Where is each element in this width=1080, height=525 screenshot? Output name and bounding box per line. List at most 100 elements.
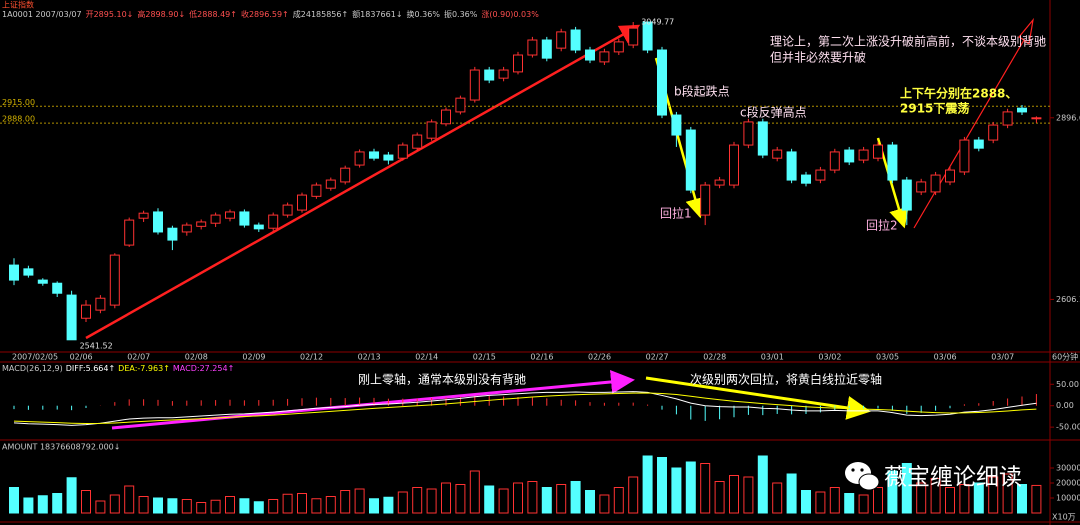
candle-body bbox=[297, 194, 307, 211]
reference-label: 2915.00 bbox=[2, 98, 35, 107]
y-tick-label: 50.00 bbox=[1056, 380, 1079, 389]
candle-body bbox=[829, 151, 840, 171]
x-tick-label: 02/15 bbox=[473, 353, 496, 362]
volume-bar bbox=[498, 488, 509, 514]
macd-legend-item: DIFF:5.664↑ bbox=[66, 364, 115, 373]
volume-bar bbox=[455, 484, 466, 514]
candle-body bbox=[815, 169, 826, 181]
volume-bar bbox=[556, 484, 567, 514]
volume-bar bbox=[426, 488, 437, 514]
volume-bar bbox=[9, 487, 19, 514]
volume-bar bbox=[397, 491, 408, 514]
candle-body bbox=[153, 211, 163, 233]
volume-bar bbox=[801, 490, 811, 514]
info-item: 开2895.10↓ bbox=[86, 10, 134, 19]
info-text: 1A0001 2007/03/07 开2895.10↓ 高2898.90↓ 低2888… bbox=[2, 9, 539, 19]
volume-bar bbox=[945, 487, 955, 514]
candle-body bbox=[556, 31, 567, 49]
info-item: 高2898.90↓ bbox=[137, 9, 185, 19]
candle-body bbox=[642, 21, 653, 51]
candle-body bbox=[441, 109, 451, 125]
volume-bar bbox=[772, 482, 783, 514]
annotation: c段反弹高点 bbox=[740, 105, 807, 120]
volume-bar bbox=[484, 485, 495, 514]
x-tick-label: 02/06 bbox=[70, 353, 93, 362]
info-item: 低2888.49↑ bbox=[189, 9, 237, 19]
candle-body bbox=[239, 211, 250, 226]
volume-bar bbox=[527, 481, 538, 514]
volume-bar bbox=[138, 496, 149, 514]
volume-bar bbox=[325, 496, 336, 514]
candle-body bbox=[484, 69, 495, 81]
volume-bar bbox=[628, 476, 639, 514]
x-tick-label: 03/02 bbox=[818, 353, 841, 362]
x-tick-label: 02/09 bbox=[242, 353, 265, 362]
x-tick-label: 02/13 bbox=[358, 353, 381, 362]
candle-body bbox=[196, 221, 207, 227]
candle-body bbox=[585, 49, 595, 61]
macd-legend-item: MACD(26,12,9) bbox=[2, 364, 63, 373]
candle-body bbox=[181, 224, 192, 233]
x-tick-label: 02/16 bbox=[530, 353, 553, 362]
volume-bar bbox=[340, 490, 351, 514]
candle-body bbox=[498, 69, 509, 79]
period-label: 60分钟 bbox=[1052, 352, 1078, 362]
x-tick-label: 03/07 bbox=[991, 353, 1014, 362]
candle-body bbox=[81, 304, 91, 319]
candle-body bbox=[513, 54, 523, 73]
candle-body bbox=[325, 179, 336, 189]
x-tick-label: 02/26 bbox=[588, 353, 611, 362]
candle-body bbox=[988, 124, 999, 141]
candle-body bbox=[743, 121, 754, 146]
volume-bar bbox=[210, 499, 221, 514]
volume-bar bbox=[916, 482, 927, 514]
info-item: 额1837661↓ bbox=[352, 9, 402, 19]
annotation: 理论上，第二次上涨没升破前高前，不谈本级别背驰 bbox=[770, 34, 1046, 49]
volume-bar bbox=[181, 499, 192, 514]
volume-bar bbox=[959, 484, 970, 514]
volume-bar bbox=[671, 467, 682, 514]
volume-bar bbox=[469, 470, 480, 514]
volume-bar bbox=[570, 481, 581, 514]
macd-line bbox=[13, 392, 1037, 424]
x-tick-label: 02/08 bbox=[185, 353, 208, 362]
annotation: 2915下震荡 bbox=[900, 101, 969, 116]
volume-bar bbox=[743, 476, 754, 514]
annotation: 上下午分别在2888、 bbox=[900, 86, 1017, 101]
info-item: 收2896.59↑ bbox=[241, 9, 289, 19]
candle-body bbox=[282, 204, 293, 216]
candle-body bbox=[1002, 111, 1013, 126]
candle-body bbox=[340, 167, 351, 183]
candle-body bbox=[37, 279, 48, 284]
candle-body bbox=[858, 149, 869, 161]
volume-bar bbox=[225, 496, 235, 514]
volume-bar bbox=[383, 496, 394, 514]
annotation: b段起跌点 bbox=[674, 84, 730, 99]
candle-body bbox=[873, 144, 883, 159]
candle-body bbox=[801, 174, 811, 184]
volume-bar bbox=[239, 498, 250, 514]
macd-legend-item: MACD:27.254↑ bbox=[173, 364, 234, 373]
candle-body bbox=[599, 51, 610, 63]
y-tick-label: 0.00 bbox=[1056, 401, 1074, 410]
info-item: 成24185856↑ bbox=[293, 9, 348, 19]
candle-body bbox=[930, 174, 941, 193]
volume-bar bbox=[815, 491, 826, 514]
chart-title: 上证指数 bbox=[2, 0, 34, 10]
volume-bar bbox=[369, 498, 379, 514]
y-tick-label: 100000 bbox=[1056, 494, 1080, 503]
candle-body bbox=[369, 151, 379, 159]
candle-body bbox=[757, 121, 768, 156]
volume-bar bbox=[873, 487, 883, 514]
volume-bar bbox=[52, 493, 63, 514]
y-tick-label: 200000 bbox=[1056, 479, 1080, 488]
candle-body bbox=[109, 254, 120, 306]
candle-body bbox=[527, 39, 538, 56]
x-tick-label: 03/01 bbox=[761, 353, 784, 362]
volume-bar bbox=[153, 497, 163, 514]
volume-bar bbox=[988, 476, 999, 514]
x-tick-label: 03/06 bbox=[934, 353, 957, 362]
candle-body bbox=[9, 264, 19, 281]
